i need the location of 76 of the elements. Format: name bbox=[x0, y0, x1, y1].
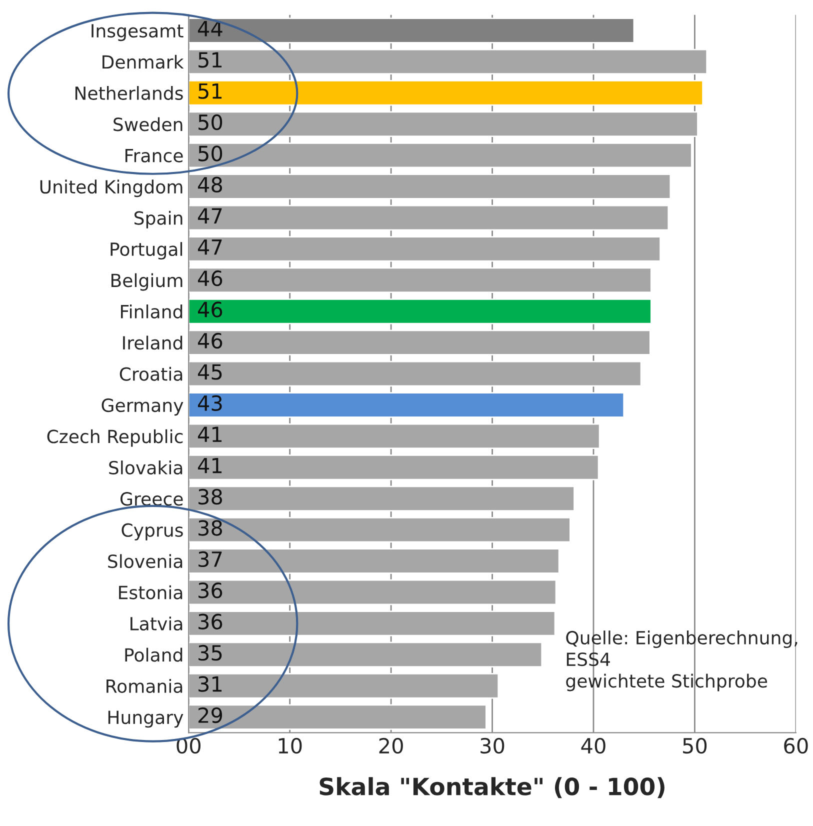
bar bbox=[188, 516, 571, 543]
bar bbox=[188, 236, 661, 262]
data-label: 50 bbox=[198, 114, 222, 130]
bar bbox=[188, 204, 670, 231]
bar bbox=[188, 267, 652, 294]
bar bbox=[188, 454, 600, 480]
y-tick-label: Netherlands bbox=[75, 86, 183, 100]
data-label: 44 bbox=[198, 21, 222, 36]
y-tick-label: Latvia bbox=[130, 616, 182, 631]
bar bbox=[188, 610, 556, 636]
data-label: 38 bbox=[198, 488, 222, 505]
y-tick-label: Slovenia bbox=[108, 554, 182, 568]
data-label: 46 bbox=[198, 332, 222, 349]
y-tick-label: United Kingdom bbox=[40, 180, 182, 198]
data-label: 51 bbox=[198, 52, 222, 68]
bar bbox=[188, 579, 557, 606]
y-tick-label: Romania bbox=[106, 678, 182, 693]
bar bbox=[188, 672, 500, 699]
bar bbox=[188, 423, 600, 450]
bar bbox=[188, 704, 487, 730]
bar bbox=[188, 174, 672, 200]
y-tick-label: Denmark bbox=[102, 54, 184, 69]
y-tick-label: Belgium bbox=[112, 273, 182, 291]
data-label: 37 bbox=[198, 551, 222, 568]
bar bbox=[188, 80, 704, 106]
x-tick-label: 10 bbox=[278, 738, 302, 754]
bar bbox=[188, 330, 651, 356]
bar bbox=[188, 360, 642, 387]
bar bbox=[188, 142, 692, 168]
data-label: 47 bbox=[198, 239, 222, 255]
data-label: 36 bbox=[198, 582, 222, 598]
y-tick-label: Slovakia bbox=[109, 460, 182, 475]
x-tick-label: 30 bbox=[480, 738, 504, 754]
x-tick-label: 40 bbox=[581, 738, 606, 754]
annotation: Quelle: Eigenberechnung, ESS4 gewichtete Stichprobe bbox=[566, 630, 798, 692]
x-tick-label: 50 bbox=[683, 738, 707, 754]
y-tick-label: Estonia bbox=[119, 585, 182, 600]
y-tick-label: Greece bbox=[120, 492, 183, 506]
y-tick-label: Finland bbox=[121, 304, 182, 318]
data-label: 41 bbox=[198, 458, 222, 474]
bar bbox=[188, 642, 543, 668]
y-tick-label: Portugal bbox=[110, 242, 182, 260]
y-tick-label: France bbox=[125, 149, 183, 162]
data-label: 31 bbox=[198, 676, 222, 692]
y-tick-label: Insgesamt bbox=[92, 24, 184, 42]
y-tick-label: Croatia bbox=[120, 366, 182, 381]
data-label: 45 bbox=[198, 364, 222, 380]
y-tick-label: Poland bbox=[125, 648, 182, 662]
x-tick-label: 60 bbox=[784, 738, 808, 754]
y-tick-label: Ireland bbox=[123, 336, 182, 350]
bar bbox=[188, 298, 652, 324]
y-tick-label: Spain bbox=[134, 210, 182, 228]
bar bbox=[188, 548, 560, 574]
y-tick-label: Czech Republic bbox=[47, 429, 183, 447]
data-label: 47 bbox=[198, 208, 222, 224]
data-label: 38 bbox=[198, 520, 222, 536]
data-label: 43 bbox=[198, 395, 222, 412]
data-label: 50 bbox=[198, 146, 222, 162]
data-label: 51 bbox=[198, 83, 222, 99]
bar bbox=[188, 111, 698, 137]
bar bbox=[188, 48, 708, 75]
data-label: 46 bbox=[198, 270, 222, 286]
data-label: 41 bbox=[198, 426, 222, 442]
x-axis-title: Skala "Kontakte" (0 - 100) bbox=[320, 777, 664, 798]
bar bbox=[188, 392, 625, 418]
y-tick-label: Germany bbox=[102, 398, 184, 416]
y-tick-label: Sweden bbox=[114, 117, 182, 132]
data-label: 36 bbox=[198, 614, 222, 630]
data-label: 48 bbox=[198, 176, 222, 193]
y-tick-label: Hungary bbox=[108, 710, 184, 728]
bar bbox=[188, 486, 575, 512]
data-label: 35 bbox=[198, 644, 222, 661]
data-label: 29 bbox=[198, 707, 222, 724]
x-tick-label: 20 bbox=[379, 738, 403, 754]
data-label: 46 bbox=[198, 302, 222, 318]
y-tick-label: Cyprus bbox=[122, 523, 183, 540]
